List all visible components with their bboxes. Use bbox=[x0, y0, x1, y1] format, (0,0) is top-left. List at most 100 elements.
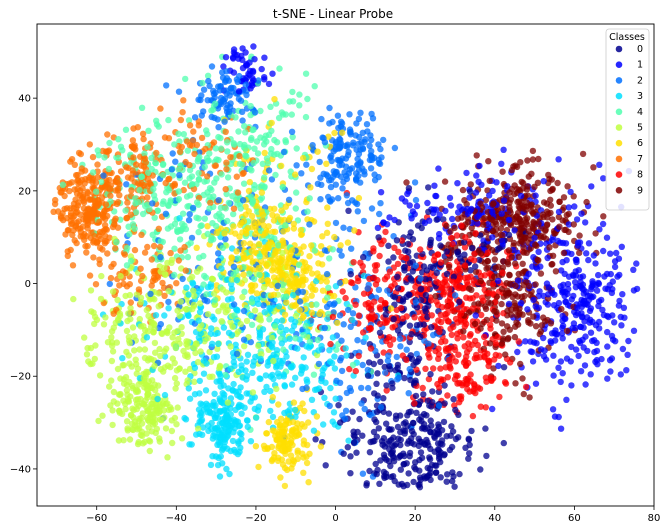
point-class-6 bbox=[259, 216, 266, 224]
point-class-6 bbox=[275, 444, 282, 452]
point-class-7 bbox=[129, 137, 137, 144]
point-class-8 bbox=[352, 301, 359, 308]
point-class-3 bbox=[152, 312, 160, 319]
point-class-1 bbox=[550, 352, 557, 359]
point-class-6 bbox=[300, 454, 307, 461]
point-class-9 bbox=[579, 150, 587, 158]
point-class-2 bbox=[358, 384, 365, 392]
point-class-6 bbox=[282, 203, 289, 210]
point-class-5 bbox=[183, 306, 190, 313]
point-class-8 bbox=[352, 367, 359, 375]
point-class-2 bbox=[321, 247, 329, 254]
point-class-1 bbox=[540, 178, 547, 185]
point-class-0 bbox=[391, 294, 399, 301]
point-class-8 bbox=[412, 283, 419, 291]
point-class-4 bbox=[302, 113, 310, 121]
point-class-5 bbox=[260, 284, 268, 291]
point-class-1 bbox=[590, 252, 597, 259]
point-class-0 bbox=[467, 267, 474, 274]
point-class-9 bbox=[491, 256, 498, 263]
point-class-2 bbox=[411, 179, 419, 186]
point-class-3 bbox=[233, 277, 240, 284]
point-class-1 bbox=[557, 378, 564, 386]
point-class-0 bbox=[312, 436, 319, 443]
point-class-4 bbox=[236, 160, 244, 167]
point-class-5 bbox=[227, 343, 234, 350]
point-class-4 bbox=[313, 301, 320, 308]
point-class-3 bbox=[219, 460, 226, 467]
point-class-5 bbox=[117, 375, 124, 382]
point-class-7 bbox=[104, 250, 111, 257]
point-class-0 bbox=[417, 286, 424, 293]
point-class-2 bbox=[247, 338, 254, 346]
point-class-1 bbox=[609, 278, 616, 285]
point-class-6 bbox=[304, 216, 311, 223]
point-class-5 bbox=[190, 344, 197, 351]
point-class-8 bbox=[458, 222, 465, 229]
point-class-4 bbox=[106, 139, 113, 147]
point-class-1 bbox=[529, 358, 537, 365]
point-class-8 bbox=[476, 385, 484, 392]
point-class-4 bbox=[164, 225, 172, 232]
point-class-5 bbox=[177, 298, 184, 305]
point-class-5 bbox=[70, 295, 77, 303]
point-class-8 bbox=[489, 280, 497, 288]
point-class-6 bbox=[289, 302, 296, 309]
point-class-3 bbox=[278, 340, 285, 347]
point-class-2 bbox=[217, 94, 225, 102]
point-class-5 bbox=[135, 402, 142, 409]
point-class-6 bbox=[296, 306, 303, 314]
point-class-9 bbox=[524, 183, 531, 190]
point-class-3 bbox=[154, 395, 161, 403]
point-class-5 bbox=[109, 348, 117, 355]
point-class-7 bbox=[92, 281, 100, 288]
point-class-8 bbox=[386, 334, 393, 341]
point-class-8 bbox=[357, 259, 364, 266]
point-class-8 bbox=[372, 267, 379, 274]
point-class-3 bbox=[267, 407, 274, 415]
point-class-0 bbox=[406, 453, 413, 460]
point-class-2 bbox=[327, 154, 334, 161]
point-class-7 bbox=[86, 141, 94, 148]
point-class-1 bbox=[618, 322, 625, 329]
point-class-7 bbox=[130, 154, 137, 161]
point-class-5 bbox=[141, 380, 148, 387]
point-class-0 bbox=[366, 449, 374, 456]
point-class-4 bbox=[174, 226, 181, 233]
point-class-8 bbox=[370, 274, 378, 282]
point-class-6 bbox=[355, 194, 363, 202]
point-class-3 bbox=[229, 387, 236, 394]
point-class-2 bbox=[358, 400, 365, 407]
point-class-9 bbox=[432, 293, 439, 300]
point-class-3 bbox=[119, 355, 126, 362]
point-class-2 bbox=[403, 346, 410, 353]
point-class-5 bbox=[169, 439, 176, 447]
point-class-7 bbox=[71, 161, 79, 168]
point-class-4 bbox=[279, 281, 287, 288]
point-class-4 bbox=[302, 322, 309, 329]
point-class-5 bbox=[189, 305, 196, 313]
point-class-5 bbox=[158, 417, 165, 424]
point-class-4 bbox=[204, 230, 211, 238]
point-class-1 bbox=[608, 355, 616, 362]
point-class-3 bbox=[362, 334, 369, 341]
point-class-5 bbox=[144, 391, 151, 398]
point-class-0 bbox=[407, 408, 414, 415]
point-class-2 bbox=[260, 302, 267, 309]
point-class-0 bbox=[389, 452, 397, 459]
point-class-5 bbox=[147, 316, 154, 323]
point-class-0 bbox=[429, 399, 436, 406]
point-class-2 bbox=[337, 140, 345, 147]
point-class-6 bbox=[337, 242, 344, 249]
point-class-3 bbox=[256, 375, 263, 382]
point-class-5 bbox=[279, 249, 286, 257]
point-class-3 bbox=[213, 378, 220, 385]
point-class-4 bbox=[222, 371, 229, 379]
point-class-6 bbox=[276, 421, 284, 429]
point-class-4 bbox=[187, 192, 194, 199]
point-class-2 bbox=[233, 350, 241, 357]
point-class-3 bbox=[253, 414, 260, 421]
point-class-0 bbox=[440, 418, 448, 426]
point-class-0 bbox=[417, 333, 424, 341]
point-class-5 bbox=[157, 352, 164, 360]
